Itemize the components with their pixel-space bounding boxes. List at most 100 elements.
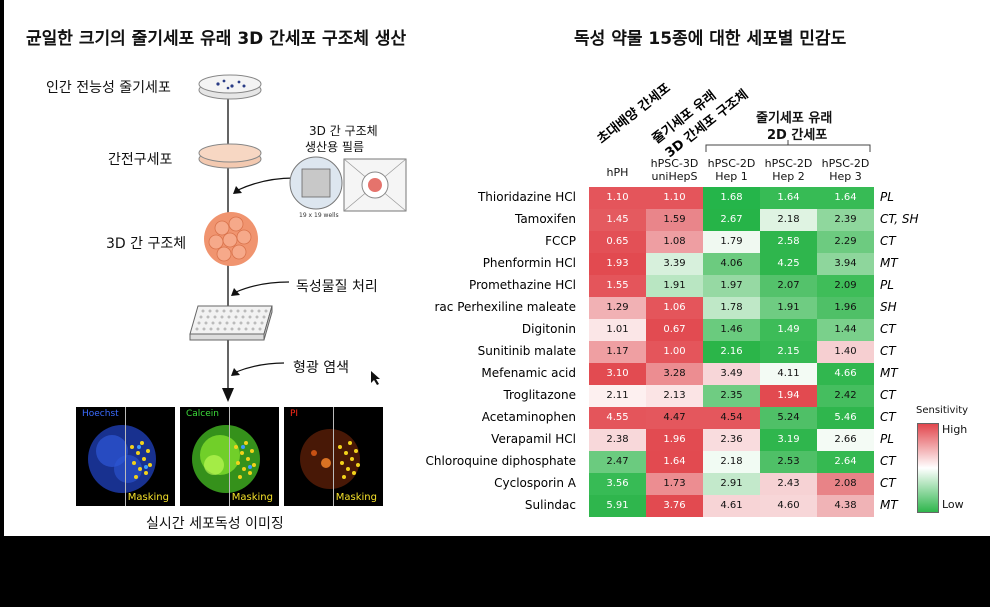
mechanism-label: MT — [880, 498, 898, 512]
drug-name: Verapamil HCl — [491, 432, 576, 446]
heatmap-cell: 3.94 — [817, 253, 874, 275]
heatmap-cell: 1.96 — [817, 297, 874, 319]
micrograph-hoechst: Hoechst Masking — [76, 407, 175, 506]
drug-name: Thioridazine HCl — [477, 190, 576, 204]
heatmap-cell: 1.17 — [589, 341, 646, 363]
heatmap-cell: 1.06 — [646, 297, 703, 319]
mechanism-label: CT, SH — [880, 212, 919, 226]
column-header: hPSC-2D Hep 1 — [707, 157, 756, 183]
heatmap-cell: 2.64 — [817, 451, 874, 473]
column-header: hPSC-3D uniHepS — [650, 157, 699, 183]
stain-label-hoechst: Hoechst — [82, 409, 119, 419]
heatmap-cell: 3.10 — [589, 363, 646, 385]
heatmap-cell: 4.66 — [817, 363, 874, 385]
spheroid-icon — [204, 212, 258, 266]
heatmap-cell: 3.56 — [589, 473, 646, 495]
film-label-1: 3D 간 구조체 — [309, 124, 378, 138]
heatmap-cell: 2.53 — [760, 451, 817, 473]
legend-title: Sensitivity — [916, 405, 969, 416]
stain-label-pi: PI — [290, 409, 299, 419]
step-imaging-label: 실시간 세포독성 이미징 — [146, 516, 284, 532]
drug-name: rac Perhexiline maleate — [434, 300, 577, 314]
figure-panel: 균일한 크기의 줄기세포 유래 3D 간세포 구조체 생산 인간 전능성 줄기세… — [4, 0, 990, 536]
masking-label-calcein: Masking — [231, 492, 273, 503]
heatmap-cell: 5.91 — [589, 495, 646, 517]
mouse-cursor-icon — [371, 371, 380, 385]
heatmap-cell: 2.38 — [589, 429, 646, 451]
legend-high-label: High — [942, 423, 968, 436]
heatmap-cell: 1.78 — [703, 297, 760, 319]
film-plate-icon — [289, 156, 407, 212]
column-header: hPSC-2D Hep 3 — [821, 157, 870, 183]
column-header: hPSC-2D Hep 2 — [764, 157, 813, 183]
legend-low-label: Low — [942, 498, 964, 511]
mechanism-label: PL — [880, 432, 894, 446]
heatmap-cell: 4.54 — [703, 407, 760, 429]
heatmap-cell: 1.44 — [817, 319, 874, 341]
mechanism-label: CT — [880, 410, 896, 424]
heatmap-cell: 4.60 — [760, 495, 817, 517]
mechanism-label: MT — [880, 256, 898, 270]
left-title: 균일한 크기의 줄기세포 유래 3D 간세포 구조체 생산 — [26, 29, 407, 49]
mechanism-label: CT — [880, 454, 896, 468]
heatmap-cell: 1.49 — [760, 319, 817, 341]
heatmap-cell: 2.36 — [703, 429, 760, 451]
heatmap-cell: 3.28 — [646, 363, 703, 385]
drug-name: Digitonin — [521, 322, 576, 336]
heatmap-cell: 5.46 — [817, 407, 874, 429]
heatmap-cell: 1.73 — [646, 473, 703, 495]
heatmap-cell: 4.38 — [817, 495, 874, 517]
drug-name: Promethazine HCl — [469, 278, 576, 292]
heatmap-cell: 3.76 — [646, 495, 703, 517]
heatmap-cell: 1.64 — [760, 187, 817, 209]
heatmap-cell: 2.35 — [703, 385, 760, 407]
heatmap-cell: 2.58 — [760, 231, 817, 253]
mechanism-label: CT — [880, 322, 896, 336]
drug-name: Sunitinib malate — [477, 344, 576, 358]
legend-color-bar — [917, 423, 939, 513]
heatmap-cell: 2.15 — [760, 341, 817, 363]
petri-dish-icon — [198, 74, 262, 100]
well-plate-icon — [189, 305, 273, 341]
heatmap-cell: 1.01 — [589, 319, 646, 341]
heatmap-cell: 3.19 — [760, 429, 817, 451]
heatmap-cell: 1.68 — [703, 187, 760, 209]
heatmap-cell: 2.39 — [817, 209, 874, 231]
drug-name: Sulindac — [524, 498, 576, 512]
heatmap-cell: 5.24 — [760, 407, 817, 429]
step-toxicant-label: 독성물질 처리 — [296, 279, 378, 295]
micrograph-calcein: Calcein Masking — [180, 407, 279, 506]
drug-name: Troglitazone — [503, 388, 576, 402]
mechanism-label: PL — [880, 278, 894, 292]
heatmap-cell: 2.91 — [703, 473, 760, 495]
heatmap-cell: 1.10 — [646, 187, 703, 209]
drug-name: Cyclosporin A — [494, 476, 576, 490]
heatmap-cell: 1.64 — [646, 451, 703, 473]
drug-name: Tamoxifen — [514, 212, 576, 226]
drug-name: Phenformin HCl — [482, 256, 576, 270]
step-3d-liver-label: 3D 간 구조체 — [106, 236, 187, 252]
heatmap-cell: 1.64 — [817, 187, 874, 209]
step-hepatic-progenitor-label: 간전구세포 — [108, 152, 173, 168]
heatmap-cell: 2.66 — [817, 429, 874, 451]
heatmap-cell: 2.11 — [589, 385, 646, 407]
drug-name: Chloroquine diphosphate — [425, 454, 576, 468]
heatmap-cell: 1.40 — [817, 341, 874, 363]
heatmap-cell: 2.42 — [817, 385, 874, 407]
heatmap-cell: 4.55 — [589, 407, 646, 429]
heatmap-cell: 4.61 — [703, 495, 760, 517]
heatmap-cell: 1.91 — [760, 297, 817, 319]
heatmap-cell: 1.46 — [703, 319, 760, 341]
heatmap-cell: 1.08 — [646, 231, 703, 253]
heatmap-cell: 1.94 — [760, 385, 817, 407]
heatmap-cell: 2.09 — [817, 275, 874, 297]
heatmap-cell: 1.97 — [703, 275, 760, 297]
heatmap-cell: 4.25 — [760, 253, 817, 275]
heatmap-cell: 2.18 — [703, 451, 760, 473]
petri-dish-progenitor-icon — [198, 143, 262, 169]
heatmap-cell: 1.10 — [589, 187, 646, 209]
heatmap-cell: 2.43 — [760, 473, 817, 495]
heatmap-cell: 1.96 — [646, 429, 703, 451]
heatmap-cell: 3.39 — [646, 253, 703, 275]
micrograph-pi: PI Masking — [284, 407, 383, 506]
